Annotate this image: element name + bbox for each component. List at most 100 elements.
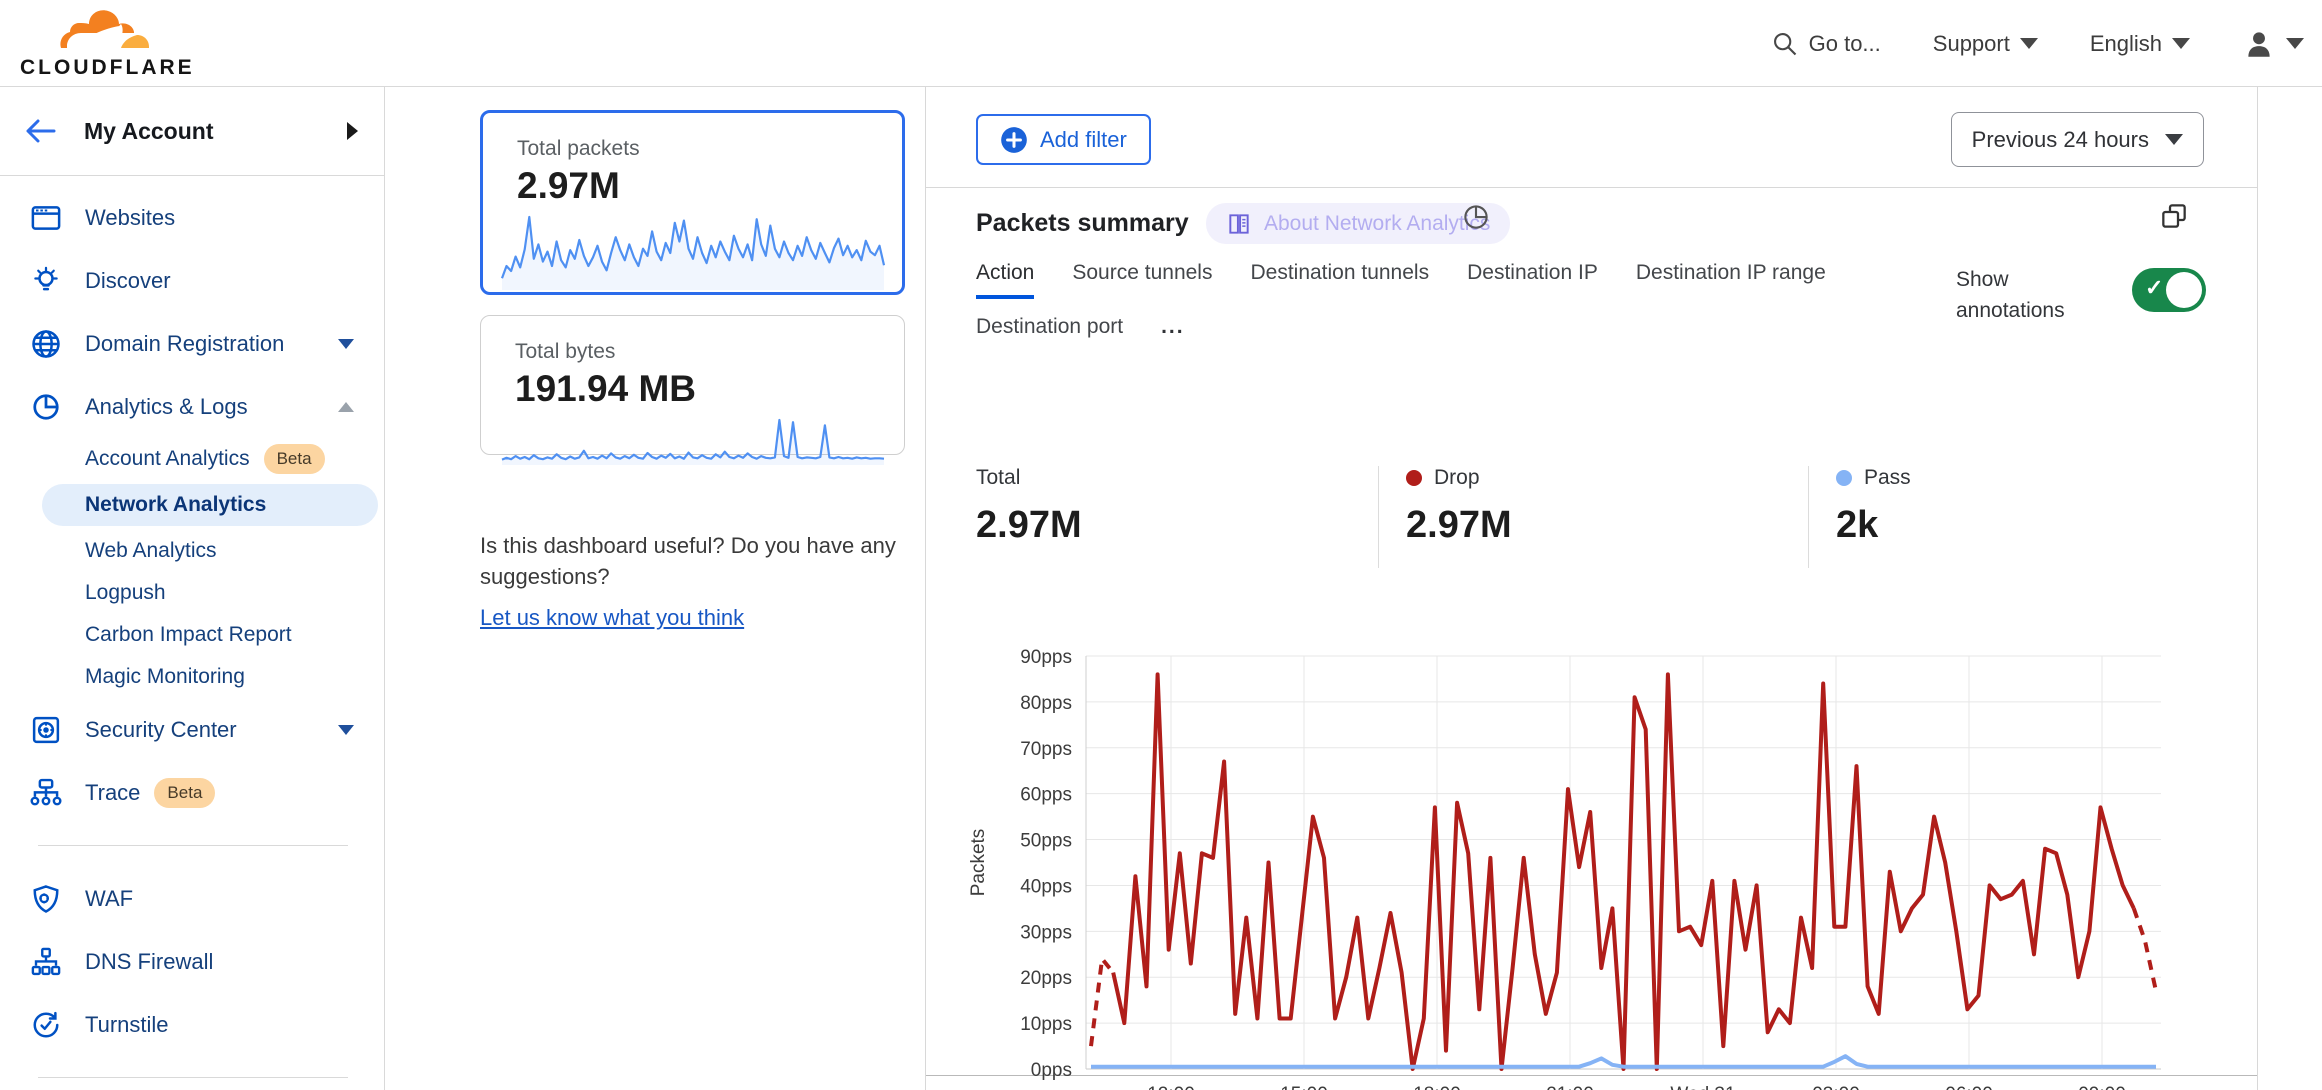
check-icon: ✓: [2145, 275, 2164, 300]
lightbulb-icon: [30, 266, 62, 296]
sidebar-item-dns-firewall[interactable]: DNS Firewall: [0, 930, 384, 993]
card-value: 2.97M: [517, 165, 620, 206]
sidebar-item-network-analytics[interactable]: Network Analytics: [42, 484, 378, 526]
show-annotations-toggle[interactable]: ✓: [2132, 268, 2206, 312]
drop-legend-dot: [1406, 470, 1422, 486]
sidebar-item-web-analytics[interactable]: Web Analytics: [0, 530, 384, 572]
sidebar-item-label: Websites: [85, 204, 176, 230]
chevron-down-icon: [338, 338, 354, 349]
sidebar: My Account Websites Discover Domain Regist…: [0, 87, 385, 1090]
time-range-label: Previous 24 hours: [1971, 126, 2149, 152]
hierarchy-icon: [30, 947, 62, 977]
language-menu[interactable]: English: [2090, 31, 2190, 57]
svg-text:12:00: 12:00: [1147, 1084, 1195, 1090]
svg-text:40pps: 40pps: [1020, 876, 1072, 897]
time-range-dropdown[interactable]: Previous 24 hours: [1950, 112, 2204, 167]
sidebar-item-label: Magic Monitoring: [85, 665, 245, 688]
sidebar-item-account-analytics[interactable]: Account Analytics Beta: [0, 438, 384, 480]
stat-value: 2.97M: [1406, 504, 1512, 546]
sidebar-item-websites[interactable]: Websites: [0, 186, 384, 249]
add-filter-button[interactable]: Add filter: [976, 114, 1151, 165]
chevron-right-icon[interactable]: [347, 122, 358, 140]
total-bytes-card[interactable]: Total bytes 191.94 MB: [480, 315, 905, 465]
chevron-up-icon: [338, 401, 354, 412]
packets-line-chart[interactable]: 0pps 10pps 20pps 30pps 40pps 50pps 60pps 70pps 8…: [926, 641, 2257, 1090]
pie-chart-icon[interactable]: [1461, 202, 1491, 232]
chevron-down-icon: [2172, 38, 2190, 49]
sidebar-item-turnstile[interactable]: Turnstile: [0, 993, 384, 1056]
sidebar-item-label: Discover: [85, 267, 171, 293]
feedback-link[interactable]: Let us know what you think: [480, 605, 745, 630]
stat-drop: Drop 2.97M: [1406, 466, 1808, 568]
sidebar-item-discover[interactable]: Discover: [0, 249, 384, 312]
sidebar-item-label: Analytics & Logs: [85, 393, 248, 419]
tab-destination-ip[interactable]: Destination IP: [1467, 261, 1598, 284]
shield-icon: [30, 884, 62, 914]
account-title[interactable]: My Account: [84, 117, 214, 144]
tab-destination-port[interactable]: Destination port: [976, 315, 1124, 338]
about-network-analytics-badge[interactable]: About Network Analytics: [1206, 203, 1511, 244]
support-menu[interactable]: Support: [1933, 31, 2038, 57]
card-label: Total bytes: [515, 340, 616, 363]
sidebar-item-magic-monitoring[interactable]: Magic Monitoring: [0, 656, 384, 698]
tab-destination-tunnels[interactable]: Destination tunnels: [1250, 261, 1430, 284]
sidebar-item-label: Network Analytics: [85, 493, 267, 516]
sidebar-item-label: WAF: [85, 885, 134, 911]
total-packets-card[interactable]: Total packets 2.97M: [480, 110, 905, 295]
user-menu[interactable]: [2242, 27, 2304, 61]
goto-search[interactable]: Go to...: [1771, 30, 1881, 58]
back-arrow-icon[interactable]: [24, 118, 56, 144]
chevron-down-icon: [2286, 38, 2304, 49]
svg-text:Packets: Packets: [968, 829, 989, 897]
top-bar: CLOUDFLARE Go to... Support English: [0, 0, 2322, 87]
stat-value: 2.97M: [976, 504, 1082, 546]
svg-text:80pps: 80pps: [1020, 693, 1072, 714]
sidebar-item-domain-registration[interactable]: Domain Registration: [0, 312, 384, 375]
tabs-overflow-button[interactable]: ...: [1161, 315, 1185, 338]
sidebar-item-label: Web Analytics: [85, 539, 217, 562]
stat-label: Drop: [1434, 466, 1480, 489]
svg-text:15:00: 15:00: [1280, 1084, 1328, 1090]
sidebar-divider: [38, 845, 348, 846]
sidebar-item-label: Turnstile: [85, 1011, 169, 1037]
sidebar-item-security-center[interactable]: Security Center: [0, 698, 384, 761]
svg-text:06:00: 06:00: [1945, 1084, 1993, 1090]
packets-summary-title: Packets summary: [976, 209, 1189, 237]
tab-action[interactable]: Action: [976, 261, 1035, 299]
plus-circle-icon: [1001, 126, 1027, 153]
sidebar-item-label: DNS Firewall: [85, 948, 214, 974]
toggle-knob: [2166, 272, 2202, 308]
stats-row: Total 2.97M Drop 2.97M Pass 2k: [976, 466, 2136, 568]
filter-row: Add filter Previous 24 hours: [926, 87, 2257, 188]
search-icon: [1773, 32, 1796, 55]
sidebar-divider: [38, 1077, 348, 1078]
total-bytes-sparkline: [501, 418, 884, 465]
user-icon: [2248, 31, 2270, 57]
packets-summary-card: Packets summary About Network Analytics …: [926, 188, 2257, 1090]
stat-label: Total: [976, 466, 1021, 489]
sidebar-item-carbon-impact-report[interactable]: Carbon Impact Report: [0, 614, 384, 656]
trace-icon: [30, 778, 62, 808]
pass-legend-dot: [1836, 470, 1852, 486]
svg-text:18:00: 18:00: [1413, 1084, 1461, 1090]
stats-divider: [1808, 466, 1809, 568]
safe-icon: [30, 715, 62, 745]
svg-text:0pps: 0pps: [1031, 1060, 1072, 1081]
cloudflare-logo[interactable]: CLOUDFLARE: [20, 6, 192, 82]
tab-destination-ip-range[interactable]: Destination IP range: [1635, 261, 1826, 284]
sidebar-item-label: Account Analytics: [85, 447, 250, 470]
sidebar-item-trace[interactable]: Trace Beta: [0, 761, 384, 824]
sidebar-item-waf[interactable]: WAF: [0, 867, 384, 930]
stat-total: Total 2.97M: [976, 466, 1378, 568]
account-row: My Account: [0, 87, 384, 176]
tab-source-tunnels[interactable]: Source tunnels: [1072, 261, 1213, 284]
chevron-down-icon: [338, 724, 354, 735]
book-icon: [1229, 213, 1249, 234]
popout-icon[interactable]: [2158, 200, 2190, 232]
summary-tabs: Action Source tunnels Destination tunnels D…: [976, 261, 1976, 349]
total-packets-sparkline: [500, 215, 885, 290]
svg-text:60pps: 60pps: [1020, 785, 1072, 806]
sidebar-item-analytics-logs[interactable]: Analytics & Logs: [0, 375, 384, 438]
svg-text:09:00: 09:00: [2078, 1084, 2126, 1090]
sidebar-item-logpush[interactable]: Logpush: [0, 572, 384, 614]
